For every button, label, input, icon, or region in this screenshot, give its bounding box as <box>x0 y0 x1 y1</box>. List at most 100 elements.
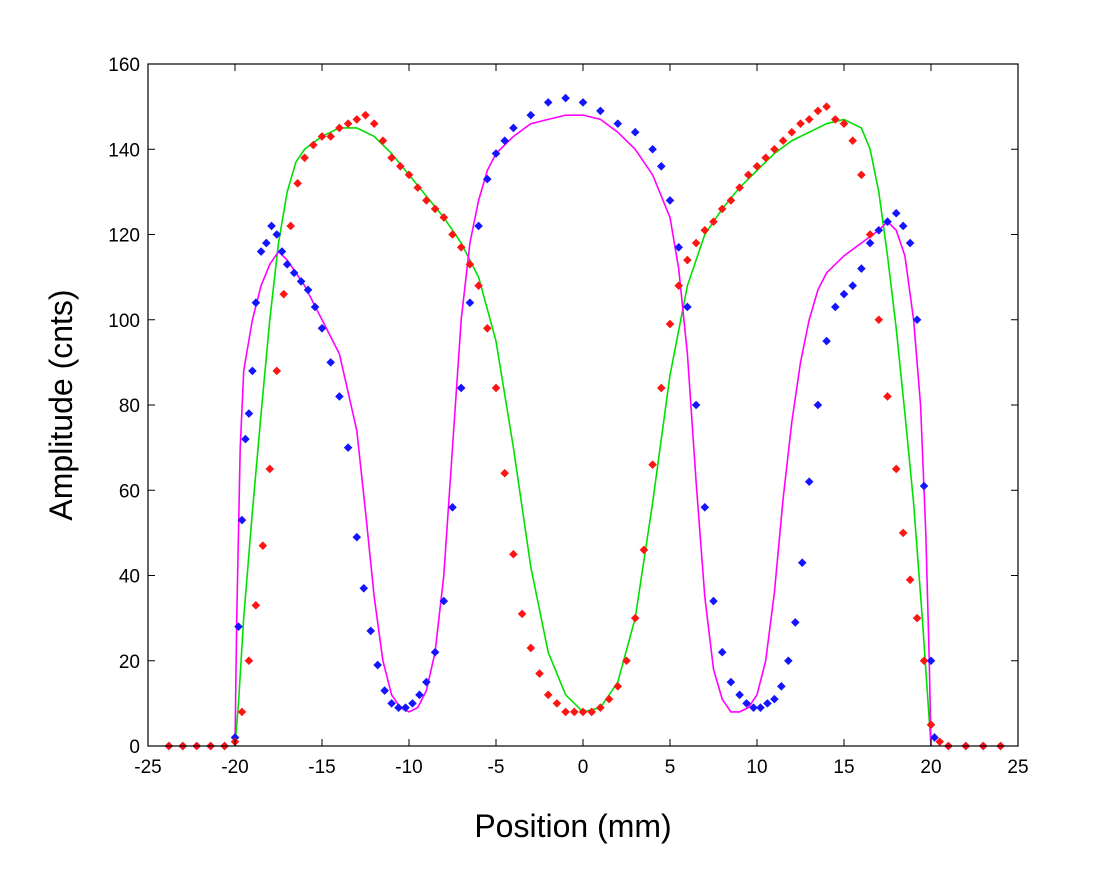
data-point-blue <box>784 656 793 666</box>
data-point-red <box>570 707 579 717</box>
y-tick-label: 40 <box>119 567 140 588</box>
data-point-blue <box>373 660 382 670</box>
data-point-blue <box>749 703 758 712</box>
x-tick-label: 0 <box>578 757 589 778</box>
data-point-red <box>804 115 814 124</box>
data-point-blue <box>241 434 250 444</box>
data-point-blue <box>415 690 424 700</box>
data-point-red <box>726 196 736 205</box>
data-point-red <box>822 102 831 111</box>
data-point-red <box>500 468 509 478</box>
data-point-blue <box>483 174 492 184</box>
data-point-blue <box>317 323 327 333</box>
data-point-red <box>378 136 388 146</box>
data-point-blue <box>674 242 683 252</box>
data-point-blue <box>289 268 299 278</box>
data-point-red <box>630 613 640 623</box>
data-point-blue <box>613 119 623 128</box>
data-point-blue <box>500 136 509 146</box>
data-point-blue <box>296 277 306 286</box>
data-point-blue <box>683 302 692 312</box>
data-point-red <box>717 204 727 214</box>
data-point-red <box>883 392 892 401</box>
data-point-red <box>300 153 309 163</box>
data-point-blue <box>387 699 396 708</box>
data-point-blue <box>717 647 727 657</box>
data-point-red <box>648 460 657 469</box>
data-point-red <box>674 281 683 290</box>
data-point-red <box>279 289 289 299</box>
data-point-red <box>778 136 788 146</box>
data-point-blue <box>919 481 929 491</box>
data-point-blue <box>742 699 751 708</box>
data-point-blue <box>343 443 353 452</box>
data-point-blue <box>770 694 779 704</box>
data-point-blue <box>394 703 403 712</box>
data-point-red <box>237 707 247 717</box>
data-point-red <box>244 656 254 666</box>
y-tick-label: 0 <box>129 737 140 758</box>
data-point-red <box>622 656 631 666</box>
data-point-red <box>919 656 929 666</box>
y-tick-label: 60 <box>119 481 140 502</box>
data-point-red <box>404 170 414 180</box>
data-point-blue <box>891 208 901 218</box>
data-point-blue <box>272 230 282 239</box>
data-point-blue <box>277 247 287 256</box>
data-point-red <box>752 162 762 171</box>
data-point-blue <box>352 532 362 542</box>
x-tick-label: 15 <box>833 757 854 778</box>
y-tick-label: 120 <box>108 226 140 247</box>
data-point-red <box>926 720 936 729</box>
data-point-blue <box>526 110 536 120</box>
data-point-blue <box>648 144 657 154</box>
x-tick-label: -15 <box>308 757 335 778</box>
data-point-blue <box>797 558 807 568</box>
data-point-blue <box>665 196 675 205</box>
data-point-blue <box>777 682 786 691</box>
data-point-blue <box>822 336 831 346</box>
data-point-blue <box>326 358 335 367</box>
data-point-blue <box>256 247 266 256</box>
data-point-red <box>343 119 353 128</box>
data-point-red <box>596 703 605 712</box>
data-point-red <box>735 183 744 192</box>
data-point-red <box>474 281 483 290</box>
data-point-red <box>761 153 770 163</box>
data-point-red <box>683 255 692 265</box>
data-point-blue <box>578 98 588 107</box>
y-tick-label: 160 <box>108 55 140 76</box>
data-point-red <box>317 132 327 141</box>
data-point-blue <box>561 93 570 103</box>
y-tick-label: 20 <box>119 652 140 673</box>
data-point-blue <box>509 123 518 133</box>
data-point-red <box>293 179 302 188</box>
data-point-blue <box>335 392 344 401</box>
data-point-blue <box>726 677 736 687</box>
data-point-blue <box>401 703 410 712</box>
data-point-red <box>561 707 570 717</box>
data-point-blue <box>303 285 313 295</box>
data-point-blue <box>262 238 271 248</box>
data-point-blue <box>234 622 243 631</box>
data-point-blue <box>630 127 640 137</box>
data-point-red <box>309 140 318 150</box>
data-point-red <box>430 204 440 214</box>
data-point-red <box>587 707 596 717</box>
data-point-blue <box>848 281 857 290</box>
data-point-red <box>874 315 884 325</box>
data-point-blue <box>359 583 369 593</box>
data-point-red <box>456 242 466 252</box>
fit-line-magenta <box>234 114 932 747</box>
x-tick-label: -20 <box>221 757 248 778</box>
data-point-blue <box>408 699 417 708</box>
data-point-red <box>770 144 779 154</box>
data-point-red <box>787 127 797 137</box>
data-point-red <box>335 123 344 133</box>
y-tick-label: 100 <box>108 311 140 332</box>
data-point-red <box>848 136 857 146</box>
data-point-red <box>535 669 544 678</box>
x-tick-label: 25 <box>1007 757 1028 778</box>
data-point-red <box>604 694 614 704</box>
data-point-red <box>517 609 527 619</box>
